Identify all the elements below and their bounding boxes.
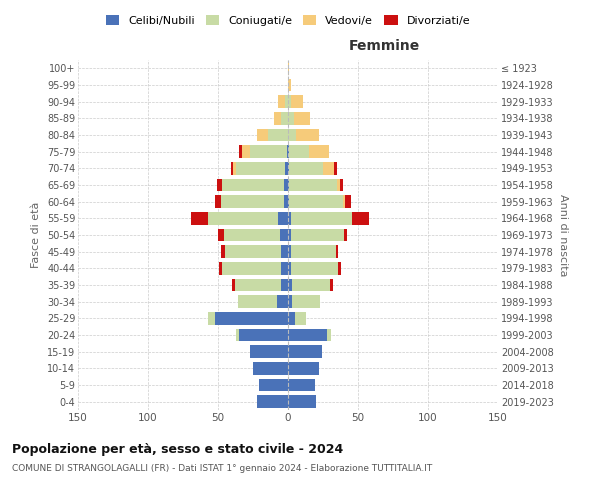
Bar — [236, 329, 239, 341]
Bar — [288, 112, 293, 124]
Bar — [344, 229, 347, 241]
Bar — [221, 246, 225, 258]
Bar — [277, 296, 288, 308]
Bar — [309, 146, 329, 158]
Y-axis label: Anni di nascita: Anni di nascita — [557, 194, 568, 276]
Text: COMUNE DI STRANGOLAGALLI (FR) - Dati ISTAT 1° gennaio 2024 - Elaborazione TUTTIT: COMUNE DI STRANGOLAGALLI (FR) - Dati IST… — [12, 464, 432, 473]
Bar — [288, 329, 327, 341]
Bar — [288, 396, 316, 408]
Bar — [233, 162, 236, 174]
Bar — [288, 96, 291, 108]
Bar — [291, 262, 338, 274]
Bar — [289, 179, 337, 192]
Bar — [285, 162, 288, 174]
Bar — [259, 379, 288, 391]
Bar — [346, 196, 351, 208]
Bar — [295, 312, 306, 324]
Bar — [288, 179, 289, 192]
Bar — [280, 229, 288, 241]
Bar — [222, 179, 284, 192]
Bar — [289, 162, 323, 174]
Bar — [232, 279, 235, 291]
Bar — [291, 229, 344, 241]
Bar — [288, 362, 319, 374]
Y-axis label: Fasce di età: Fasce di età — [31, 202, 41, 268]
Bar — [218, 229, 224, 241]
Bar — [224, 229, 280, 241]
Bar — [278, 212, 288, 224]
Bar — [343, 196, 346, 208]
Bar — [236, 162, 285, 174]
Bar — [217, 179, 222, 192]
Bar — [278, 96, 285, 108]
Bar — [281, 246, 288, 258]
Bar — [222, 262, 281, 274]
Bar — [288, 129, 296, 141]
Bar — [288, 212, 291, 224]
Bar — [215, 196, 221, 208]
Bar — [291, 246, 335, 258]
Bar — [323, 162, 334, 174]
Bar — [288, 379, 314, 391]
Bar — [288, 79, 291, 92]
Bar — [337, 179, 340, 192]
Bar — [274, 112, 281, 124]
Bar — [288, 162, 289, 174]
Bar — [291, 96, 304, 108]
Text: Femmine: Femmine — [349, 39, 420, 53]
Bar — [221, 196, 284, 208]
Bar — [239, 329, 288, 341]
Bar — [334, 162, 337, 174]
Bar — [288, 262, 291, 274]
Bar — [335, 246, 338, 258]
Bar — [338, 262, 341, 274]
Bar — [250, 346, 288, 358]
Bar — [242, 146, 250, 158]
Bar — [289, 146, 309, 158]
Bar — [327, 329, 331, 341]
Bar — [288, 196, 289, 208]
Bar — [288, 279, 292, 291]
Bar — [296, 129, 319, 141]
Bar — [284, 196, 288, 208]
Bar — [291, 212, 352, 224]
Bar — [215, 312, 288, 324]
Bar — [285, 96, 288, 108]
Bar — [208, 212, 278, 224]
Bar — [208, 312, 215, 324]
Bar — [330, 279, 333, 291]
Bar — [293, 112, 310, 124]
Bar — [239, 146, 242, 158]
Bar — [288, 229, 291, 241]
Bar — [235, 279, 281, 291]
Bar — [220, 262, 222, 274]
Bar — [284, 179, 288, 192]
Bar — [230, 162, 233, 174]
Bar — [250, 146, 287, 158]
Bar — [288, 312, 295, 324]
Bar — [288, 346, 322, 358]
Bar — [268, 129, 288, 141]
Bar — [288, 296, 292, 308]
Bar — [238, 296, 277, 308]
Bar — [257, 129, 268, 141]
Bar — [287, 146, 288, 158]
Legend: Celibi/Nubili, Coniugati/e, Vedovi/e, Divorziati/e: Celibi/Nubili, Coniugati/e, Vedovi/e, Di… — [101, 10, 475, 30]
Bar — [281, 112, 288, 124]
Bar — [292, 296, 320, 308]
Bar — [340, 179, 343, 192]
Bar — [289, 196, 343, 208]
Bar — [288, 246, 291, 258]
Bar — [288, 62, 289, 74]
Bar — [281, 279, 288, 291]
Bar — [288, 146, 289, 158]
Bar — [253, 362, 288, 374]
Bar — [352, 212, 369, 224]
Bar — [257, 396, 288, 408]
Bar — [281, 262, 288, 274]
Text: Popolazione per età, sesso e stato civile - 2024: Popolazione per età, sesso e stato civil… — [12, 442, 343, 456]
Bar — [292, 279, 330, 291]
Bar — [225, 246, 281, 258]
Bar — [191, 212, 208, 224]
